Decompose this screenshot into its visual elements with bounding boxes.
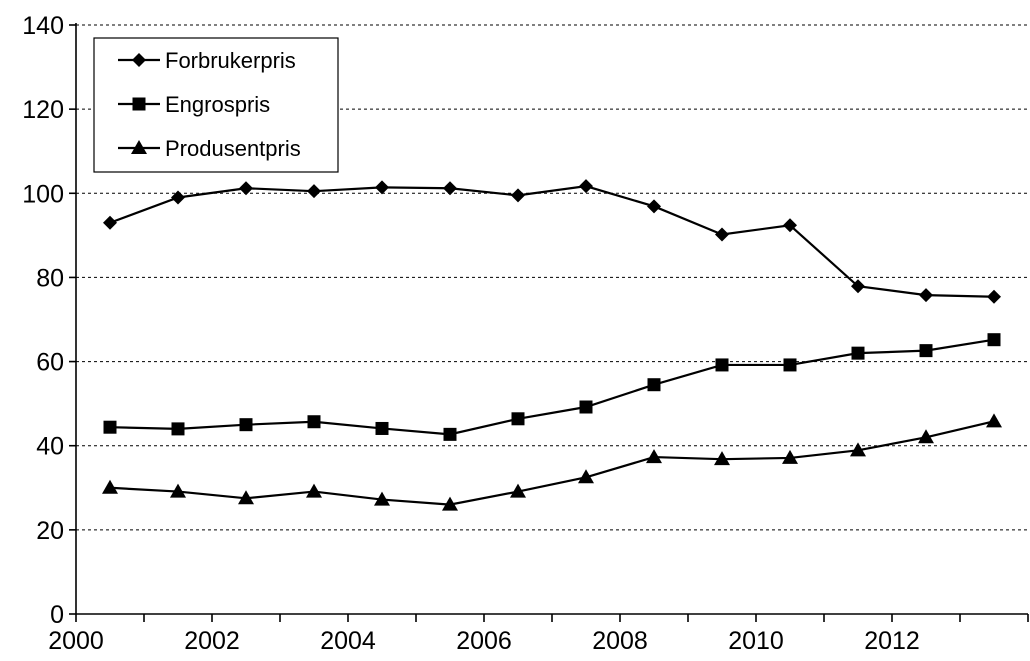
data-point — [443, 427, 457, 441]
data-point — [132, 97, 146, 111]
x-tick-label: 2004 — [320, 627, 376, 655]
data-point — [238, 490, 254, 505]
y-tick-label: 80 — [36, 264, 64, 292]
x-tick-label: 2006 — [456, 627, 512, 655]
x-tick-label: 2000 — [48, 627, 104, 655]
data-point — [171, 422, 185, 436]
data-point — [647, 378, 661, 392]
legend-label: Engrospris — [165, 92, 270, 117]
series-forbrukerpris — [103, 179, 1001, 304]
series-line — [109, 338, 995, 436]
data-point — [986, 413, 1002, 428]
data-point — [919, 288, 933, 303]
data-point — [987, 333, 1001, 347]
legend-label: Forbrukerpris — [165, 48, 296, 73]
data-point — [918, 429, 934, 444]
data-point — [239, 418, 253, 432]
data-point — [239, 181, 253, 196]
series-line — [109, 420, 995, 506]
x-tick-label: 2002 — [184, 627, 240, 655]
data-point — [783, 358, 797, 372]
y-tick-label: 0 — [50, 601, 64, 629]
legend-item: Engrospris — [118, 92, 270, 117]
data-point — [131, 140, 147, 154]
data-point — [375, 180, 389, 195]
data-point — [647, 199, 661, 214]
legend: Forbrukerpris Engrospris Produsentpris — [93, 37, 339, 173]
data-point — [714, 451, 730, 466]
data-point — [307, 184, 321, 199]
data-point — [375, 421, 389, 435]
data-point — [987, 289, 1001, 304]
legend-item: Produsentpris — [118, 136, 301, 161]
y-tick-label: 40 — [36, 433, 64, 461]
data-point — [442, 496, 458, 511]
data-point — [850, 442, 866, 457]
legend-label: Produsentpris — [165, 136, 301, 161]
data-point — [715, 227, 729, 242]
data-point — [171, 190, 185, 205]
data-point — [510, 483, 526, 498]
data-point — [306, 483, 322, 498]
data-point — [851, 346, 865, 360]
data-point — [103, 420, 117, 434]
legend-item: Forbrukerpris — [118, 48, 296, 73]
series-group — [102, 179, 1002, 511]
series-line — [109, 185, 995, 298]
tick-labels: 0 20 40 60 80 100 120 140 2000 2002 2004 2006 2008 20… — [22, 12, 920, 655]
data-point — [783, 218, 797, 233]
y-tick-label: 20 — [36, 517, 64, 545]
data-point — [103, 215, 117, 230]
series-produsentpris — [102, 413, 1002, 511]
x-tick-label: 2012 — [864, 627, 920, 655]
data-point — [102, 479, 118, 494]
data-point — [919, 344, 933, 358]
data-point — [851, 279, 865, 294]
y-tick-label: 120 — [22, 96, 64, 124]
data-point — [579, 179, 593, 194]
data-point — [307, 415, 321, 429]
y-tick-label: 60 — [36, 349, 64, 377]
data-point — [782, 449, 798, 464]
data-point — [511, 188, 525, 203]
data-point — [646, 449, 662, 464]
data-point — [715, 358, 729, 372]
axes — [69, 23, 1029, 622]
data-point — [374, 491, 390, 506]
y-tick-label: 140 — [22, 12, 64, 40]
data-point — [511, 412, 525, 426]
data-point — [579, 400, 593, 414]
y-tick-label: 100 — [22, 180, 64, 208]
data-point — [132, 53, 146, 67]
data-point — [443, 181, 457, 196]
data-point — [170, 483, 186, 498]
x-tick-label: 2010 — [728, 627, 784, 655]
x-tick-label: 2008 — [592, 627, 648, 655]
series-engrospris — [103, 333, 1001, 441]
data-point — [578, 469, 594, 484]
